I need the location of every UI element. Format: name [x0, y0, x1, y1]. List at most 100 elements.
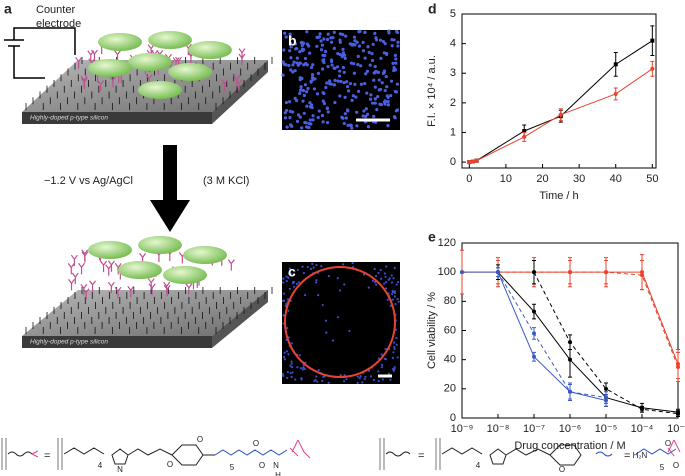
speckle [385, 52, 389, 56]
speckle [381, 378, 384, 381]
speckle [356, 54, 360, 58]
speckle [290, 366, 294, 369]
speckle [375, 107, 379, 112]
atom-label: O [167, 460, 173, 469]
speckle [290, 360, 293, 363]
speckle [336, 51, 340, 56]
panel-label: c [288, 264, 296, 280]
speckle [336, 277, 339, 280]
data-point [568, 357, 572, 362]
speckle [343, 112, 347, 116]
speckle [284, 100, 288, 105]
atom-label: O [197, 435, 203, 444]
speckle [330, 63, 334, 67]
speckle [392, 351, 395, 354]
speckle [319, 39, 323, 43]
speckle [351, 262, 354, 265]
speckle [309, 267, 313, 270]
antibody [163, 284, 171, 297]
y-tick-label: 80 [444, 295, 456, 307]
antibody [100, 260, 108, 273]
label: Counter [36, 4, 75, 16]
speckle [395, 108, 400, 112]
speckle [338, 32, 342, 36]
speckle [297, 281, 300, 284]
speckle [308, 101, 312, 105]
speckle [359, 375, 362, 378]
speckle [332, 46, 336, 50]
antibody [75, 57, 83, 69]
electrolyte-label: (3 M KCl) [203, 175, 249, 187]
speckle [326, 110, 330, 114]
speckle [336, 79, 340, 83]
speckle [327, 275, 330, 278]
speckle [308, 105, 313, 109]
speckle [321, 120, 325, 124]
speckle [393, 291, 396, 295]
speckle [375, 283, 378, 286]
antibody [227, 259, 235, 271]
speckle [320, 113, 325, 118]
speckle [309, 65, 314, 70]
speckle [322, 37, 326, 41]
speckle [317, 294, 320, 297]
x-axis-label: Drug concentration / M [514, 440, 625, 452]
data-point [522, 134, 527, 139]
speckle [386, 100, 390, 104]
speckle [354, 95, 358, 99]
y-tick-label: 40 [444, 354, 456, 366]
speckle [300, 43, 304, 48]
speckle [342, 70, 346, 74]
speckle [315, 44, 319, 48]
speckle [393, 68, 398, 72]
speckle [289, 35, 293, 39]
speckle [295, 119, 300, 124]
speckle [384, 287, 388, 290]
speckle [389, 93, 393, 98]
speckle [390, 293, 394, 296]
cell [128, 53, 172, 71]
speckle [385, 85, 389, 89]
speckle [377, 370, 380, 373]
speckle [386, 298, 389, 301]
speckle [286, 326, 289, 330]
speckle [366, 125, 371, 129]
data-point [640, 407, 644, 412]
speckle [348, 329, 351, 333]
speckle [361, 114, 365, 118]
atom-label: O [673, 461, 679, 470]
speckle [315, 281, 318, 284]
speckle [383, 42, 387, 46]
antibody [89, 280, 96, 292]
speckle [292, 272, 296, 275]
speckle [288, 109, 292, 113]
speckle [283, 116, 288, 120]
data-point [558, 112, 563, 117]
bond [667, 439, 681, 457]
speckle [379, 268, 382, 272]
speckle [324, 85, 328, 90]
speckle [364, 72, 368, 76]
speckle [289, 372, 292, 375]
speckle [330, 59, 334, 64]
speckle [288, 267, 291, 270]
data-point [613, 62, 618, 67]
speckle [361, 381, 364, 384]
speckle [317, 369, 320, 372]
speckle [296, 63, 300, 67]
speckle [391, 356, 395, 359]
speckle [341, 47, 345, 51]
speckle [302, 111, 306, 115]
data-point [532, 331, 536, 336]
speckle [332, 83, 337, 87]
speckle [294, 378, 297, 381]
speckle [332, 66, 336, 70]
speckle [389, 304, 392, 307]
speckle [300, 126, 304, 130]
cell [138, 81, 182, 99]
x-tick-label: 10⁻⁹ [451, 423, 474, 435]
speckle [339, 79, 343, 84]
x-tick-label: 20 [536, 173, 548, 185]
speckle [396, 30, 400, 35]
speckle [353, 39, 357, 43]
